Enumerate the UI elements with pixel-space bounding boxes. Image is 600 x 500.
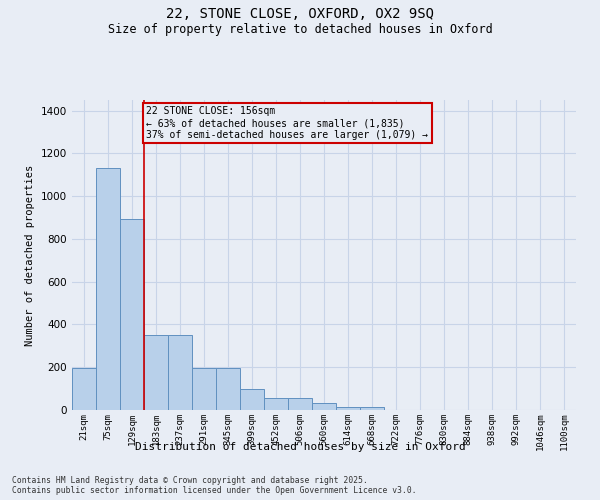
Text: Distribution of detached houses by size in Oxford: Distribution of detached houses by size … <box>134 442 466 452</box>
Bar <box>360 407 384 410</box>
Bar <box>96 168 120 410</box>
Y-axis label: Number of detached properties: Number of detached properties <box>25 164 35 346</box>
Text: Size of property relative to detached houses in Oxford: Size of property relative to detached ho… <box>107 22 493 36</box>
Bar <box>144 335 168 410</box>
Bar <box>192 368 216 410</box>
Bar <box>120 218 144 410</box>
Bar <box>168 335 192 410</box>
Bar <box>72 368 96 410</box>
Bar <box>264 398 288 410</box>
Bar <box>312 402 336 410</box>
Text: Contains HM Land Registry data © Crown copyright and database right 2025.
Contai: Contains HM Land Registry data © Crown c… <box>12 476 416 495</box>
Text: 22, STONE CLOSE, OXFORD, OX2 9SQ: 22, STONE CLOSE, OXFORD, OX2 9SQ <box>166 8 434 22</box>
Text: 22 STONE CLOSE: 156sqm
← 63% of detached houses are smaller (1,835)
37% of semi-: 22 STONE CLOSE: 156sqm ← 63% of detached… <box>146 106 428 140</box>
Bar <box>288 398 312 410</box>
Bar <box>336 407 360 410</box>
Bar <box>216 368 240 410</box>
Bar <box>240 388 264 410</box>
